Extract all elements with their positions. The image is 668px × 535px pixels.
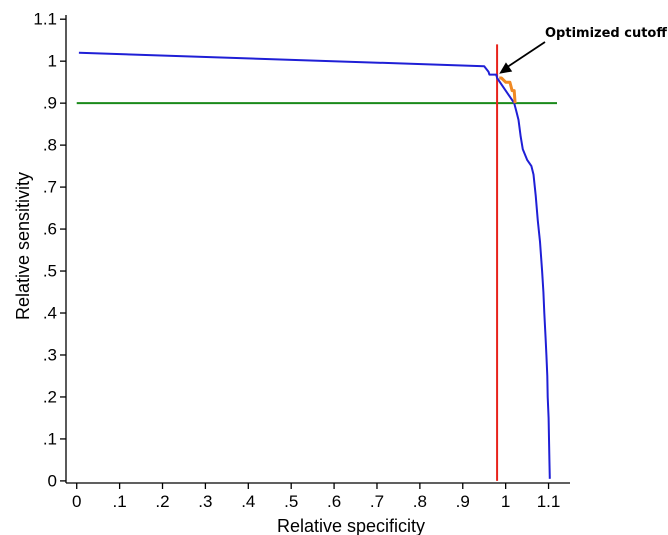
x-tick-label: .8: [413, 492, 427, 511]
y-tick-label: .1: [43, 429, 57, 448]
axes-layer: 0 .1 .2 .3 .4 .5 .6 .7 .8 .9 1 1.1 0 .1 .2 .3 .4 .5 .6 .7 .8…: [33, 10, 570, 511]
y-tick-label: .4: [43, 304, 57, 323]
x-tick-label: .5: [284, 492, 298, 511]
x-tick-label: .2: [155, 492, 169, 511]
y-tick-label: .5: [43, 262, 57, 281]
y-tick-label: 0: [48, 471, 57, 490]
x-tick-label: 1.1: [537, 492, 561, 511]
x-tick-label: .4: [241, 492, 255, 511]
plot-layer: [76, 44, 557, 481]
x-tick-label: .6: [327, 492, 341, 511]
y-tick-label: 1.1: [33, 10, 57, 29]
y-tick-label: .6: [43, 220, 57, 239]
x-tick-label: .9: [456, 492, 470, 511]
series-line-1: [78, 51, 551, 479]
y-tick-label: .8: [43, 136, 57, 155]
x-tick-label: .7: [370, 492, 384, 511]
x-tick-label: 0: [72, 492, 81, 511]
annotation-arrow-head: [499, 62, 513, 74]
y-tick-label: 1: [48, 52, 57, 71]
x-axis-title: Relative specificity: [277, 516, 425, 535]
optimized-cutoff-annotation: Optimized cutoff: [545, 26, 667, 41]
annotation-arrow-shaft: [502, 41, 546, 71]
y-tick-label: .2: [43, 387, 57, 406]
y-axis-title: Relative sensitivity: [13, 172, 33, 320]
annotation-layer: Optimized cutoff: [499, 26, 667, 74]
y-tick-label: .3: [43, 345, 57, 364]
y-tick-label: .7: [43, 178, 57, 197]
x-tick-label: .1: [113, 492, 127, 511]
series-line-2: [499, 76, 517, 104]
x-tick-label: .3: [198, 492, 212, 511]
x-tick-label: 1: [501, 492, 510, 511]
y-tick-label: .9: [43, 94, 57, 113]
